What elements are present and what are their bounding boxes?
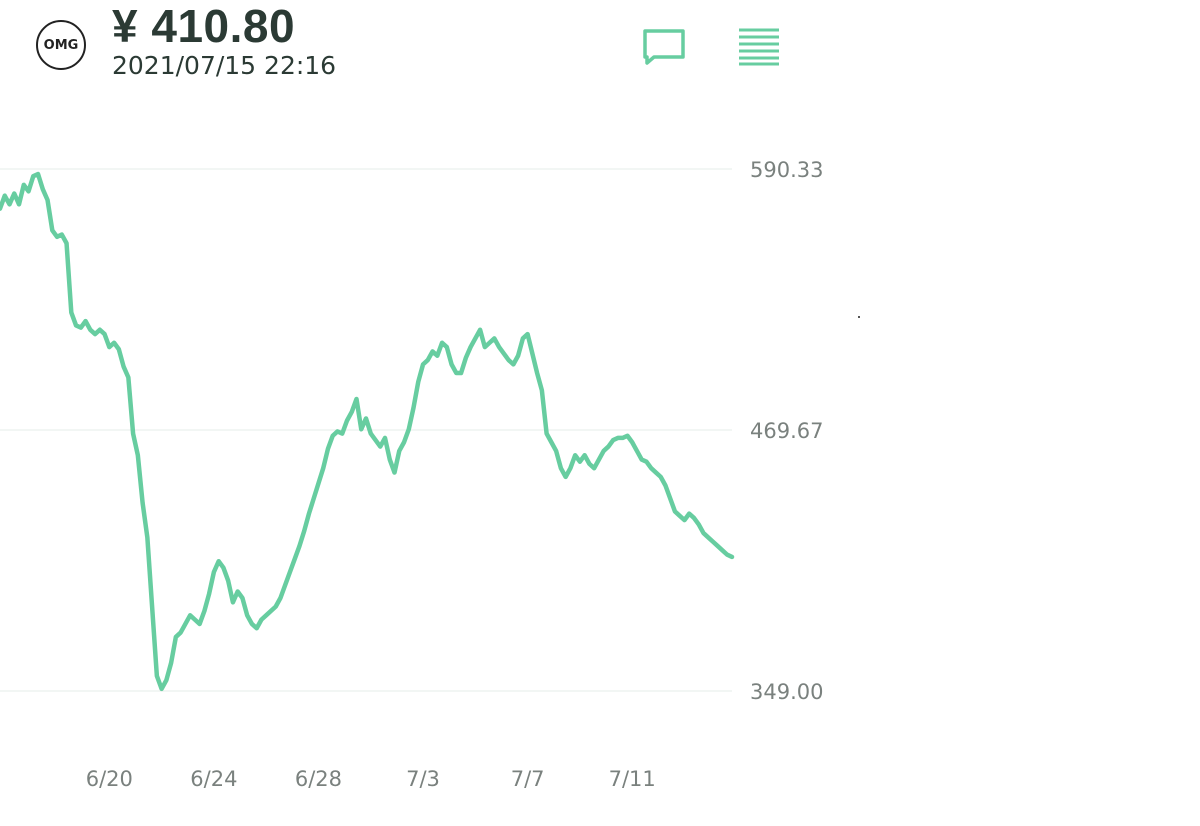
- x-tick-label: 7/3: [406, 767, 440, 791]
- x-tick-label: 7/11: [609, 767, 656, 791]
- stray-dot: [858, 316, 860, 318]
- chat-button[interactable]: [640, 26, 688, 66]
- y-axis-labels: 590.33 469.67 349.00: [750, 158, 823, 704]
- chat-bubble-icon: [643, 29, 685, 65]
- x-tick-label: 6/20: [86, 767, 133, 791]
- x-tick-label: 7/7: [511, 767, 545, 791]
- y-tick-label: 590.33: [750, 158, 823, 182]
- x-axis-labels: 6/20 6/24 6/28 7/3 7/7 7/11: [86, 767, 656, 791]
- menu-button[interactable]: [736, 26, 782, 66]
- current-price: ¥ 410.80: [112, 0, 296, 52]
- price-timestamp: 2021/07/15 22:16: [112, 51, 337, 80]
- coin-symbol: OMG: [43, 37, 79, 53]
- x-tick-label: 6/28: [295, 767, 342, 791]
- menu-lines-icon: [739, 28, 779, 66]
- y-tick-label: 349.00: [750, 680, 823, 704]
- gridlines: [0, 168, 732, 692]
- x-tick-label: 6/24: [190, 767, 237, 791]
- y-tick-label: 469.67: [750, 419, 823, 443]
- price-line-series: [0, 171, 735, 692]
- price-chart[interactable]: 590.33 469.67 349.00 6/20 6/24 6/28 7/3 7/7 7/1…: [0, 130, 860, 810]
- coin-logo: OMG: [36, 20, 86, 70]
